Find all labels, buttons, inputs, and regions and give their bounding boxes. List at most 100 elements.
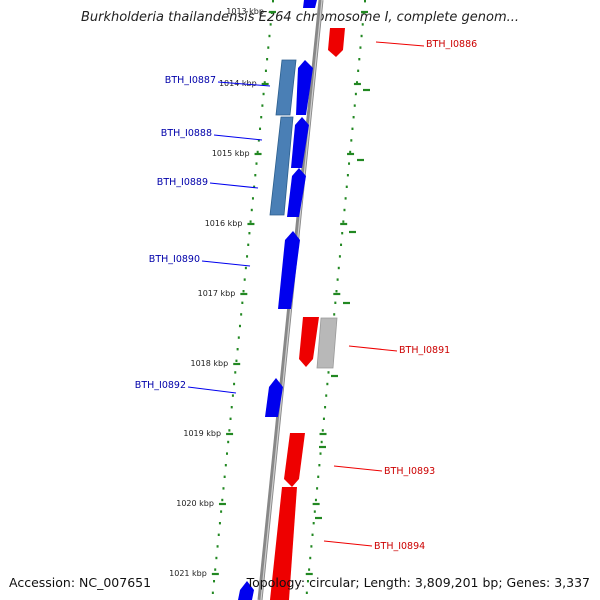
gene-label[interactable]: BTH_I0894 — [374, 541, 425, 552]
tick-dot-right — [311, 533, 314, 536]
tick-label: 1019 kbp — [183, 429, 221, 438]
tick-dot-right — [312, 522, 315, 525]
tick-dot-left — [233, 382, 236, 386]
tick-dot-left — [223, 475, 226, 478]
tick-dot-right — [338, 255, 341, 258]
gene-arrow[interactable] — [291, 117, 309, 168]
tick-dot-left — [220, 510, 223, 513]
tick-dot-right — [341, 232, 344, 235]
gene-leader-line — [187, 386, 237, 394]
gene-arrow[interactable] — [270, 487, 297, 600]
tick-dot-left — [216, 545, 219, 548]
gene-leader-line — [333, 465, 383, 472]
tick-dot-right — [310, 545, 313, 548]
gene-label[interactable]: BTH_I0890 — [149, 254, 200, 265]
tick-dot-right — [354, 92, 357, 96]
tick-dot-left — [221, 498, 224, 502]
tick-dot-right — [360, 34, 363, 38]
gene-label[interactable]: BTH_I0888 — [161, 128, 212, 139]
tick-dot-right — [308, 568, 311, 571]
tick-dot-left — [238, 324, 241, 328]
tick-dot-left — [211, 591, 214, 594]
tick-dot-left — [244, 266, 247, 270]
tick-dot-left — [246, 255, 249, 258]
tick-dot-left — [256, 150, 259, 154]
tick-dot-right — [351, 127, 354, 130]
gene-arrow[interactable] — [278, 231, 300, 309]
gene-label[interactable]: BTH_I0893 — [384, 466, 435, 477]
gene-label[interactable]: BTH_I0892 — [135, 380, 186, 391]
tick-dot-right — [349, 150, 352, 154]
tick-dot-right — [352, 116, 355, 119]
tick-dot-right — [348, 162, 351, 165]
tick-dot-left — [229, 417, 232, 420]
tick-dot-right — [357, 69, 360, 72]
tick-dot-left — [268, 34, 271, 38]
gene-label[interactable]: BTH_I0886 — [426, 39, 477, 50]
tick-dot-right — [322, 417, 325, 420]
tick-dot-right — [342, 220, 345, 223]
gene-leader-line — [209, 182, 259, 189]
tick-dot-left — [215, 556, 218, 560]
gene-arrow[interactable] — [265, 378, 283, 417]
tick-dot-right — [333, 313, 336, 316]
gene-label[interactable]: BTH_I0887 — [165, 75, 216, 86]
gene-arrow[interactable] — [328, 28, 345, 57]
gene-arrow-partial[interactable] — [238, 581, 254, 600]
gene-arrow[interactable] — [287, 168, 306, 217]
tick-dot-right — [309, 556, 312, 560]
tick-dot-right — [319, 452, 322, 455]
tick-dot-left — [222, 487, 225, 490]
tick-dot-left — [230, 406, 233, 409]
tick-label: 1015 kbp — [212, 149, 250, 158]
gene-arrow-partial[interactable] — [303, 0, 317, 8]
tick-label: 1016 kbp — [205, 219, 243, 228]
tick-dot-left — [267, 46, 270, 49]
tick-dot-left — [251, 197, 254, 200]
tick-dot-right — [340, 243, 343, 246]
feature-block — [275, 59, 297, 116]
tick-dot-left — [241, 301, 244, 304]
gene-layer — [238, 0, 345, 600]
accession-text: Accession: NC_007651 — [9, 575, 152, 590]
feature-layer — [269, 59, 338, 369]
tick-dot-left — [262, 92, 265, 96]
tick-dot-right — [318, 464, 321, 467]
tick-dot-left — [236, 348, 239, 351]
tick-dot-right — [361, 23, 364, 26]
tick-dot-left — [243, 278, 246, 281]
tick-dot-right — [358, 58, 361, 61]
tick-dot-left — [234, 371, 237, 374]
gene-arrow[interactable] — [296, 60, 313, 115]
tick-dot-left — [227, 440, 230, 444]
tick-dot-left — [250, 208, 253, 212]
tick-label: 1018 kbp — [190, 359, 228, 368]
gene-leader-line — [348, 345, 398, 352]
gene-leader-line — [201, 260, 251, 267]
tick-dot-right — [350, 139, 353, 142]
tick-dot-left — [263, 81, 266, 84]
gene-label[interactable]: BTH_I0891 — [399, 345, 450, 356]
gene-arrow[interactable] — [284, 433, 305, 487]
tick-dot-right — [325, 394, 328, 397]
tick-dot-left — [231, 394, 234, 397]
tick-dot-left — [237, 336, 240, 339]
feature-block — [316, 317, 338, 369]
tick-label: 1017 kbp — [198, 289, 236, 298]
tick-dot-right — [313, 510, 316, 513]
tick-dot-left — [253, 185, 256, 188]
gene-arrow[interactable] — [299, 317, 319, 367]
tick-dot-right — [316, 487, 319, 490]
gene-label[interactable]: BTH_I0889 — [157, 177, 208, 188]
tick-dot-left — [228, 429, 231, 432]
tick-dot-left — [235, 359, 238, 362]
gene-leader-line — [217, 81, 271, 87]
tick-label: 1021 kbp — [169, 569, 207, 578]
tick-dot-right — [335, 290, 338, 293]
tick-label: 1013 kbp — [226, 7, 264, 16]
tick-dot-left — [213, 580, 216, 583]
tick-dot-left — [260, 116, 263, 119]
gene-leader-line — [323, 540, 373, 547]
tick-dot-left — [261, 104, 264, 107]
